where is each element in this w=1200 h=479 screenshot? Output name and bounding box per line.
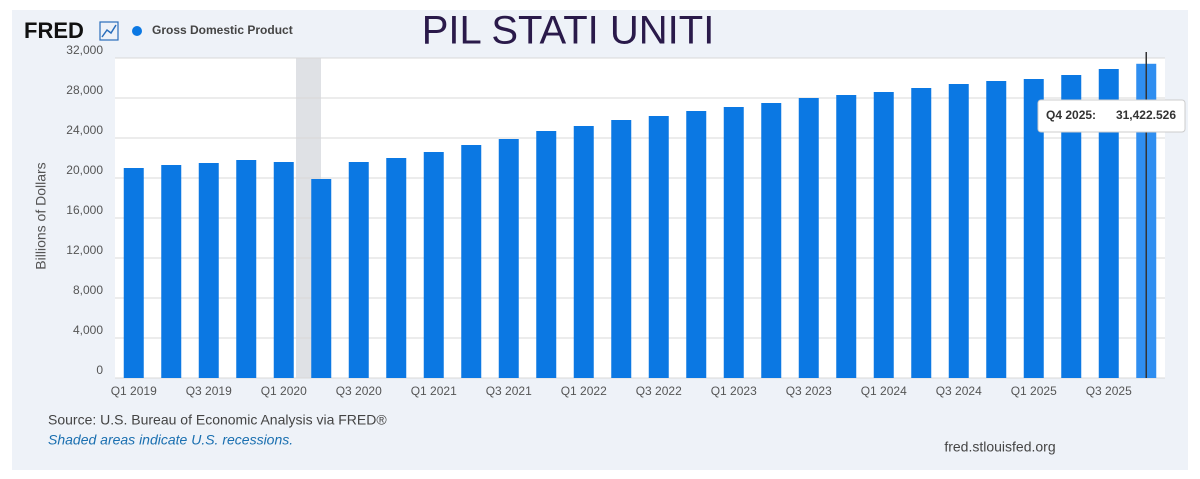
- y-tick-label: 28,000: [66, 83, 103, 97]
- x-tick-label: Q1 2024: [861, 384, 907, 398]
- bar: [573, 126, 594, 378]
- bar: [536, 131, 557, 378]
- bar: [123, 168, 144, 378]
- bar: [386, 158, 407, 378]
- x-tick-label: Q1 2023: [711, 384, 757, 398]
- y-tick-label: 24,000: [66, 123, 103, 137]
- x-tick-label: Q3 2024: [936, 384, 982, 398]
- tooltip-value: 31,422.526: [1116, 108, 1176, 122]
- y-tick-label: 8,000: [73, 283, 103, 297]
- note: Shaded areas indicate U.S. recessions.: [48, 432, 293, 448]
- bar: [161, 165, 182, 378]
- tooltip-box: [1037, 99, 1186, 133]
- bar: [1061, 75, 1082, 378]
- y-axis-label: Billions of Dollars: [33, 162, 49, 269]
- y-tick-label: 20,000: [66, 163, 103, 177]
- x-tick-label: Q3 2022: [636, 384, 682, 398]
- bar: [761, 103, 782, 378]
- legend-marker: [132, 26, 142, 36]
- logo-icon: [99, 21, 119, 41]
- bar: [461, 145, 482, 378]
- bar: [986, 81, 1007, 378]
- bar: [348, 162, 369, 378]
- chart-title: PIL STATI UNITI: [422, 9, 715, 53]
- x-tick-label: Q1 2020: [261, 384, 307, 398]
- bar: [836, 95, 857, 378]
- bar: [1098, 69, 1119, 378]
- y-tick-label: 0: [96, 363, 103, 377]
- bar: [948, 84, 969, 378]
- bar: [498, 139, 519, 378]
- x-tick-label: Q1 2021: [411, 384, 457, 398]
- x-tick-label: Q3 2019: [186, 384, 232, 398]
- bar: [1023, 79, 1044, 378]
- x-tick-label: Q3 2025: [1086, 384, 1132, 398]
- legend-label: Gross Domestic Product: [152, 23, 293, 37]
- y-tick-label: 4,000: [73, 323, 103, 337]
- bar: [273, 162, 294, 378]
- bar: [648, 116, 669, 378]
- source: Source: U.S. Bureau of Economic Analysis…: [48, 412, 387, 428]
- bar: [723, 107, 744, 378]
- x-tick-label: Q3 2023: [786, 384, 832, 398]
- x-tick-label: Q1 2025: [1011, 384, 1057, 398]
- bar: [198, 163, 219, 378]
- x-tick-label: Q1 2022: [561, 384, 607, 398]
- bar: [798, 98, 819, 378]
- bar: [611, 120, 632, 378]
- bar: [423, 152, 444, 378]
- y-tick-label: 12,000: [66, 243, 103, 257]
- x-tick-label: Q3 2021: [486, 384, 532, 398]
- bar: [873, 92, 894, 378]
- x-tick-label: Q1 2019: [111, 384, 157, 398]
- logo: FRED: [24, 18, 84, 43]
- tooltip-label: Q4 2025:: [1046, 108, 1096, 122]
- y-tick-label: 32,000: [66, 43, 103, 57]
- y-tick-label: 16,000: [66, 203, 103, 217]
- bar: [911, 88, 932, 378]
- bar: [311, 179, 332, 378]
- x-tick-label: Q3 2020: [336, 384, 382, 398]
- site: fred.stlouisfed.org: [944, 439, 1055, 455]
- bar: [686, 111, 707, 378]
- bar: [236, 160, 257, 378]
